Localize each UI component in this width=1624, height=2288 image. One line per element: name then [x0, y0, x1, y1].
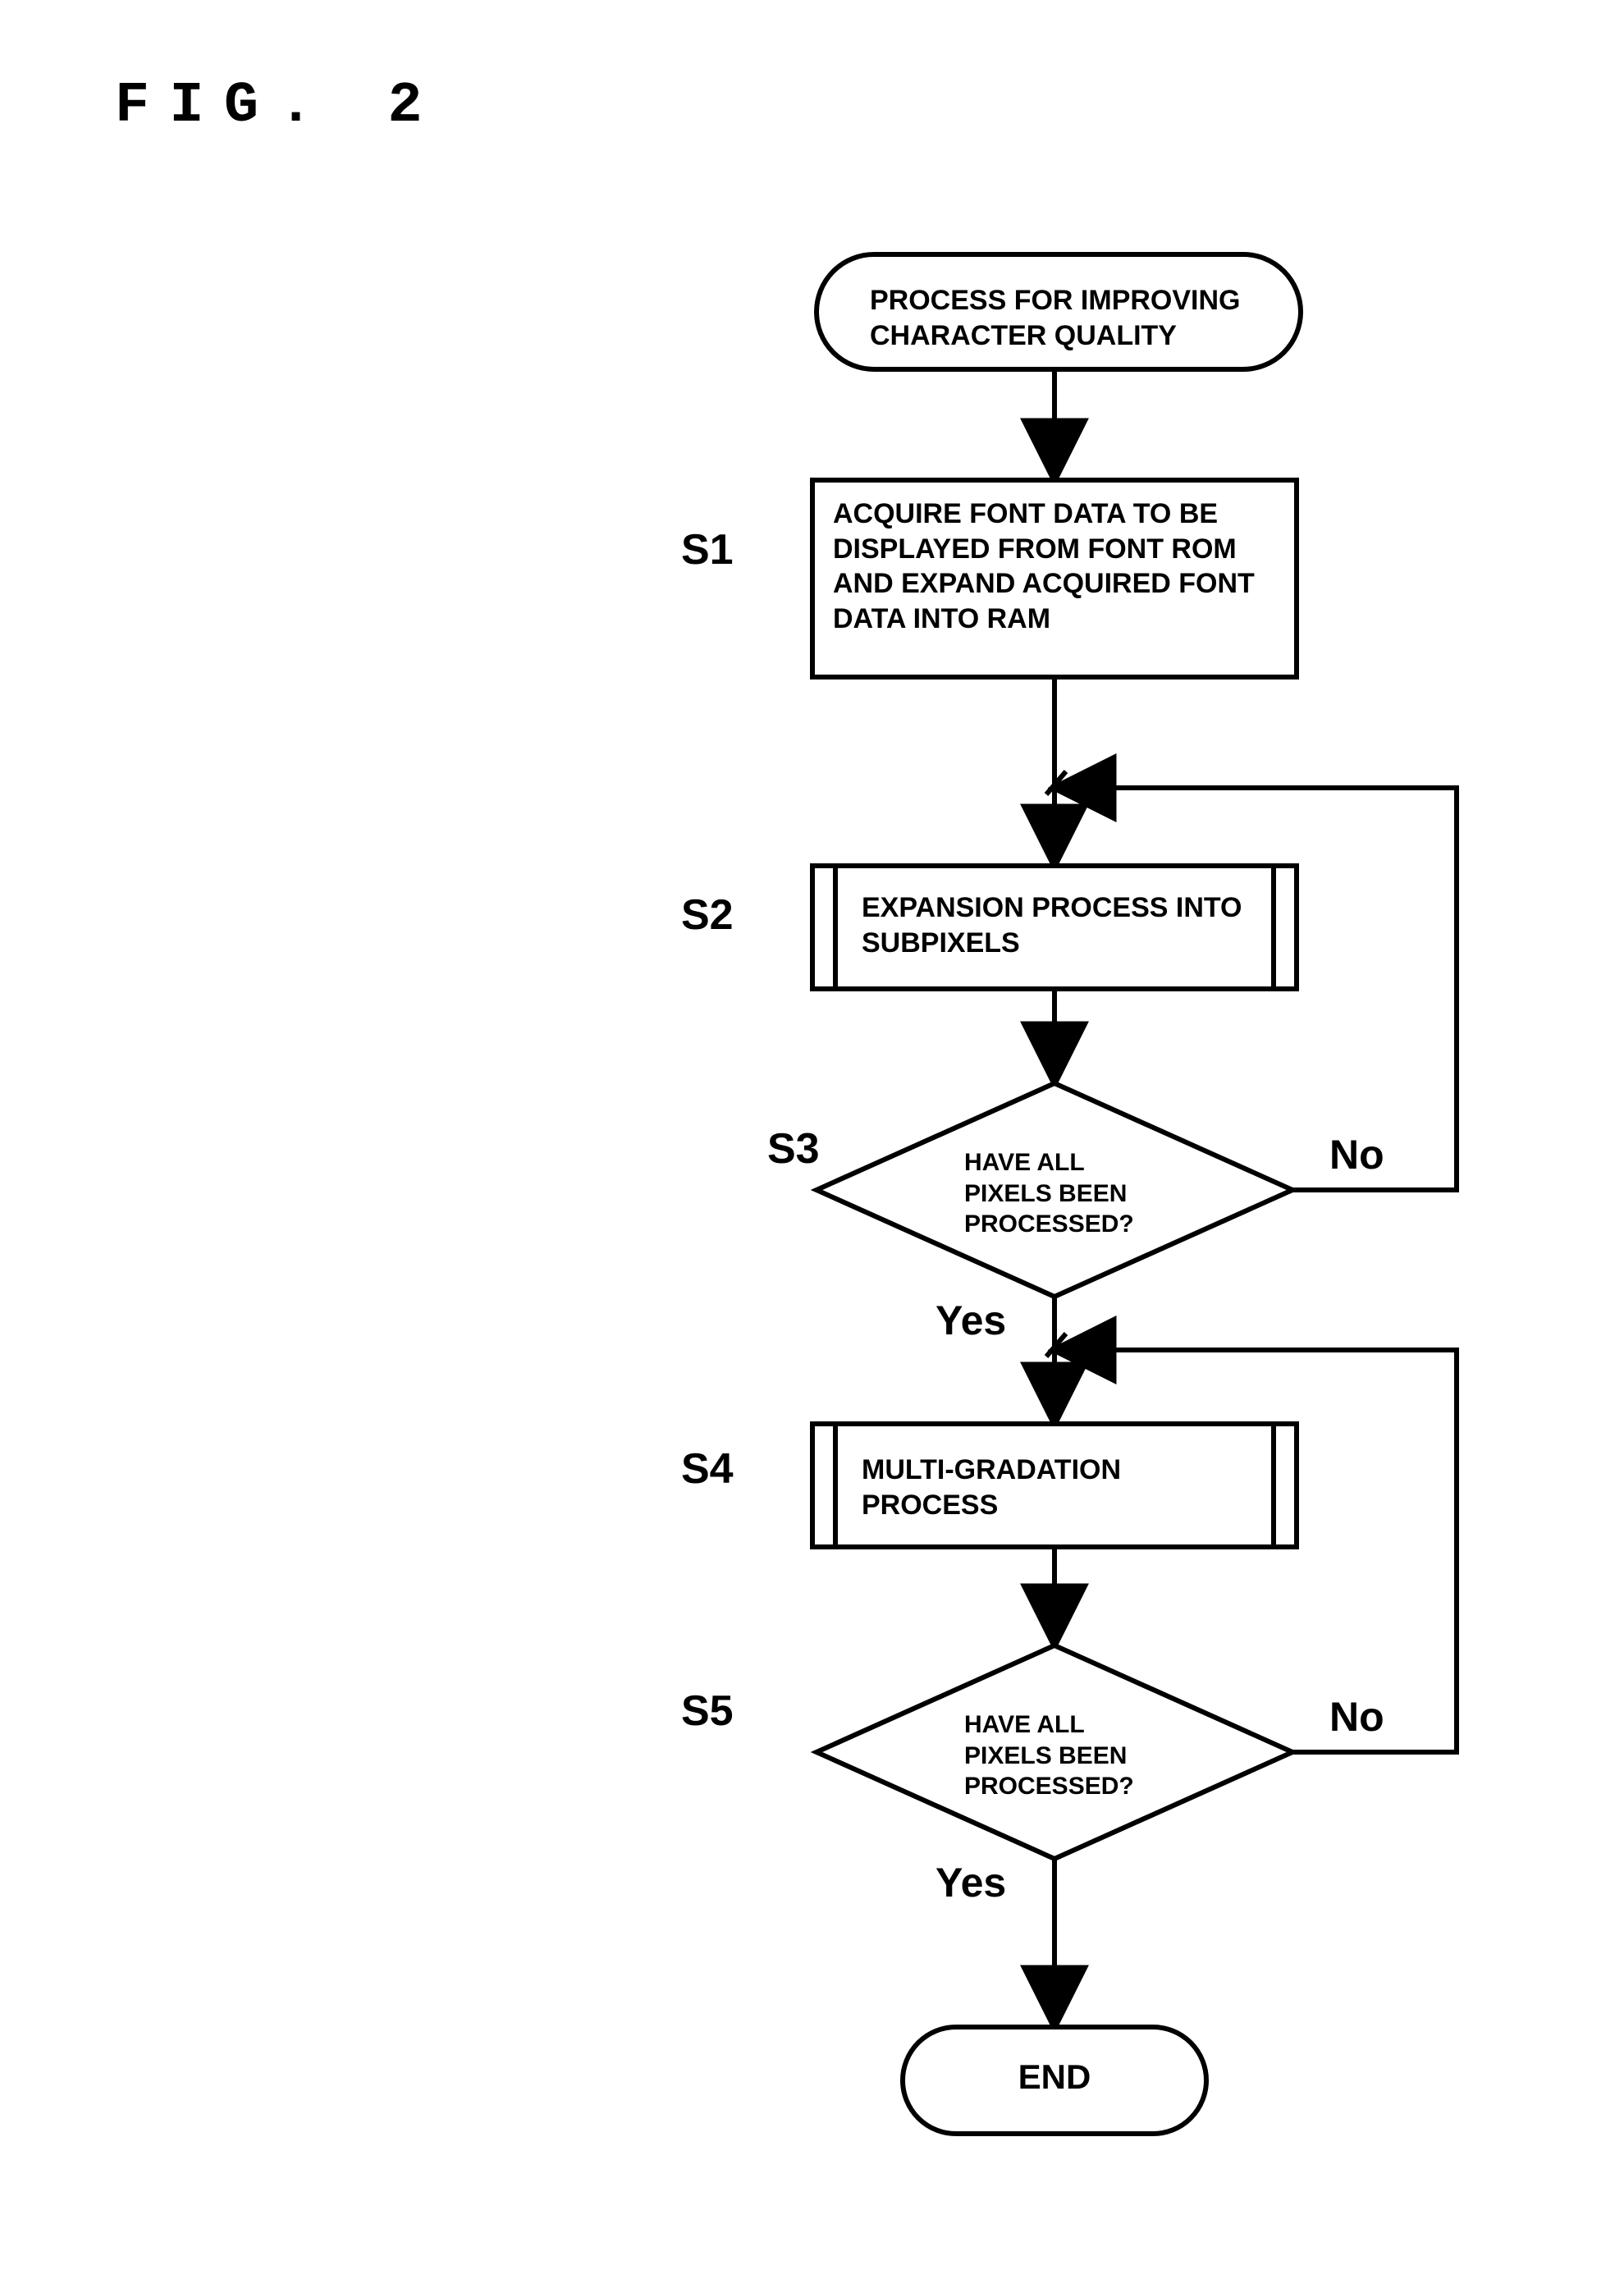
- process-s1-text: ACQUIRE FONT DATA TO BE DISPLAYED FROM F…: [833, 496, 1280, 636]
- subprocess-s2-text: EXPANSION PROCESS INTO SUBPIXELS: [862, 890, 1251, 960]
- subprocess-s4-text: MULTI-GRADATION PROCESS: [862, 1453, 1251, 1522]
- step-label-s4: S4: [681, 1444, 734, 1494]
- step-label-s5: S5: [681, 1686, 734, 1736]
- end-node-text: END: [903, 2056, 1206, 2099]
- decision-s5-text: HAVE ALL PIXELS BEEN PROCESSED?: [964, 1709, 1153, 1802]
- step-label-s2: S2: [681, 890, 734, 940]
- figure-title: FIG. 2: [115, 74, 442, 139]
- branch-no-2: No: [1329, 1693, 1384, 1741]
- branch-yes-1: Yes: [936, 1297, 1006, 1344]
- branch-no-1: No: [1329, 1131, 1384, 1178]
- step-label-s3: S3: [767, 1124, 820, 1174]
- decision-s3-text: HAVE ALL PIXELS BEEN PROCESSED?: [964, 1147, 1153, 1240]
- step-label-s1: S1: [681, 525, 734, 574]
- branch-yes-2: Yes: [936, 1859, 1006, 1906]
- start-node-text: PROCESS FOR IMPROVING CHARACTER QUALITY: [870, 283, 1256, 353]
